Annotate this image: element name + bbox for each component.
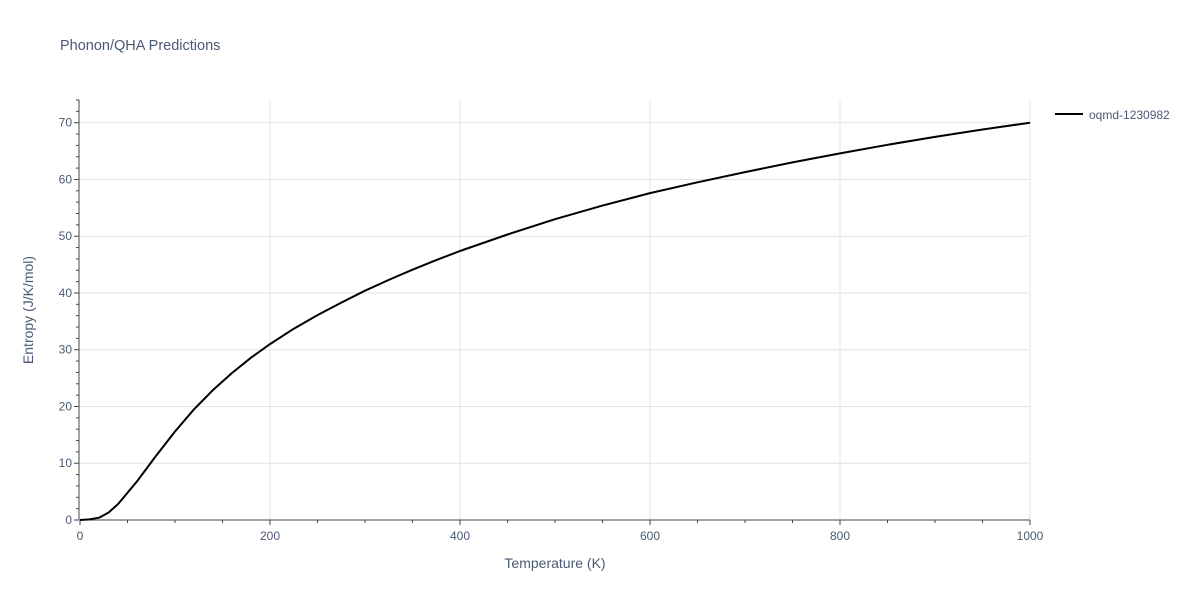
x-axis-title: Temperature (K)	[504, 555, 605, 571]
y-tick-label: 20	[59, 399, 73, 413]
plot-area	[79, 121, 1031, 521]
y-tick-label: 60	[59, 172, 73, 186]
chart-title: Phonon/QHA Predictions	[60, 38, 220, 54]
y-axis-title: Entropy (J/K/mol)	[20, 256, 36, 364]
grid-lines	[80, 100, 1031, 520]
y-tick-label: 0	[65, 513, 72, 527]
x-tick-label: 0	[77, 529, 84, 543]
x-tick-label: 1000	[1017, 529, 1044, 543]
y-tick-label: 70	[59, 116, 73, 130]
x-tick-label: 400	[450, 529, 470, 543]
y-tick-label: 40	[59, 286, 73, 300]
y-tick-label: 50	[59, 229, 73, 243]
legend[interactable]: oqmd-1230982	[1055, 108, 1170, 122]
axes: 0 200 400 600 800 1000 0 10 20 30 40 50 60 70	[59, 99, 1044, 543]
x-tick-label: 800	[830, 529, 850, 543]
y-tick-label: 10	[59, 456, 73, 470]
x-tick-label: 600	[640, 529, 660, 543]
legend-label-oqmd-1230982[interactable]: oqmd-1230982	[1089, 108, 1170, 122]
series-line-oqmd-1230982[interactable]	[79, 121, 1031, 521]
x-tick-label: 200	[260, 529, 280, 543]
y-tick-label: 30	[59, 343, 73, 357]
